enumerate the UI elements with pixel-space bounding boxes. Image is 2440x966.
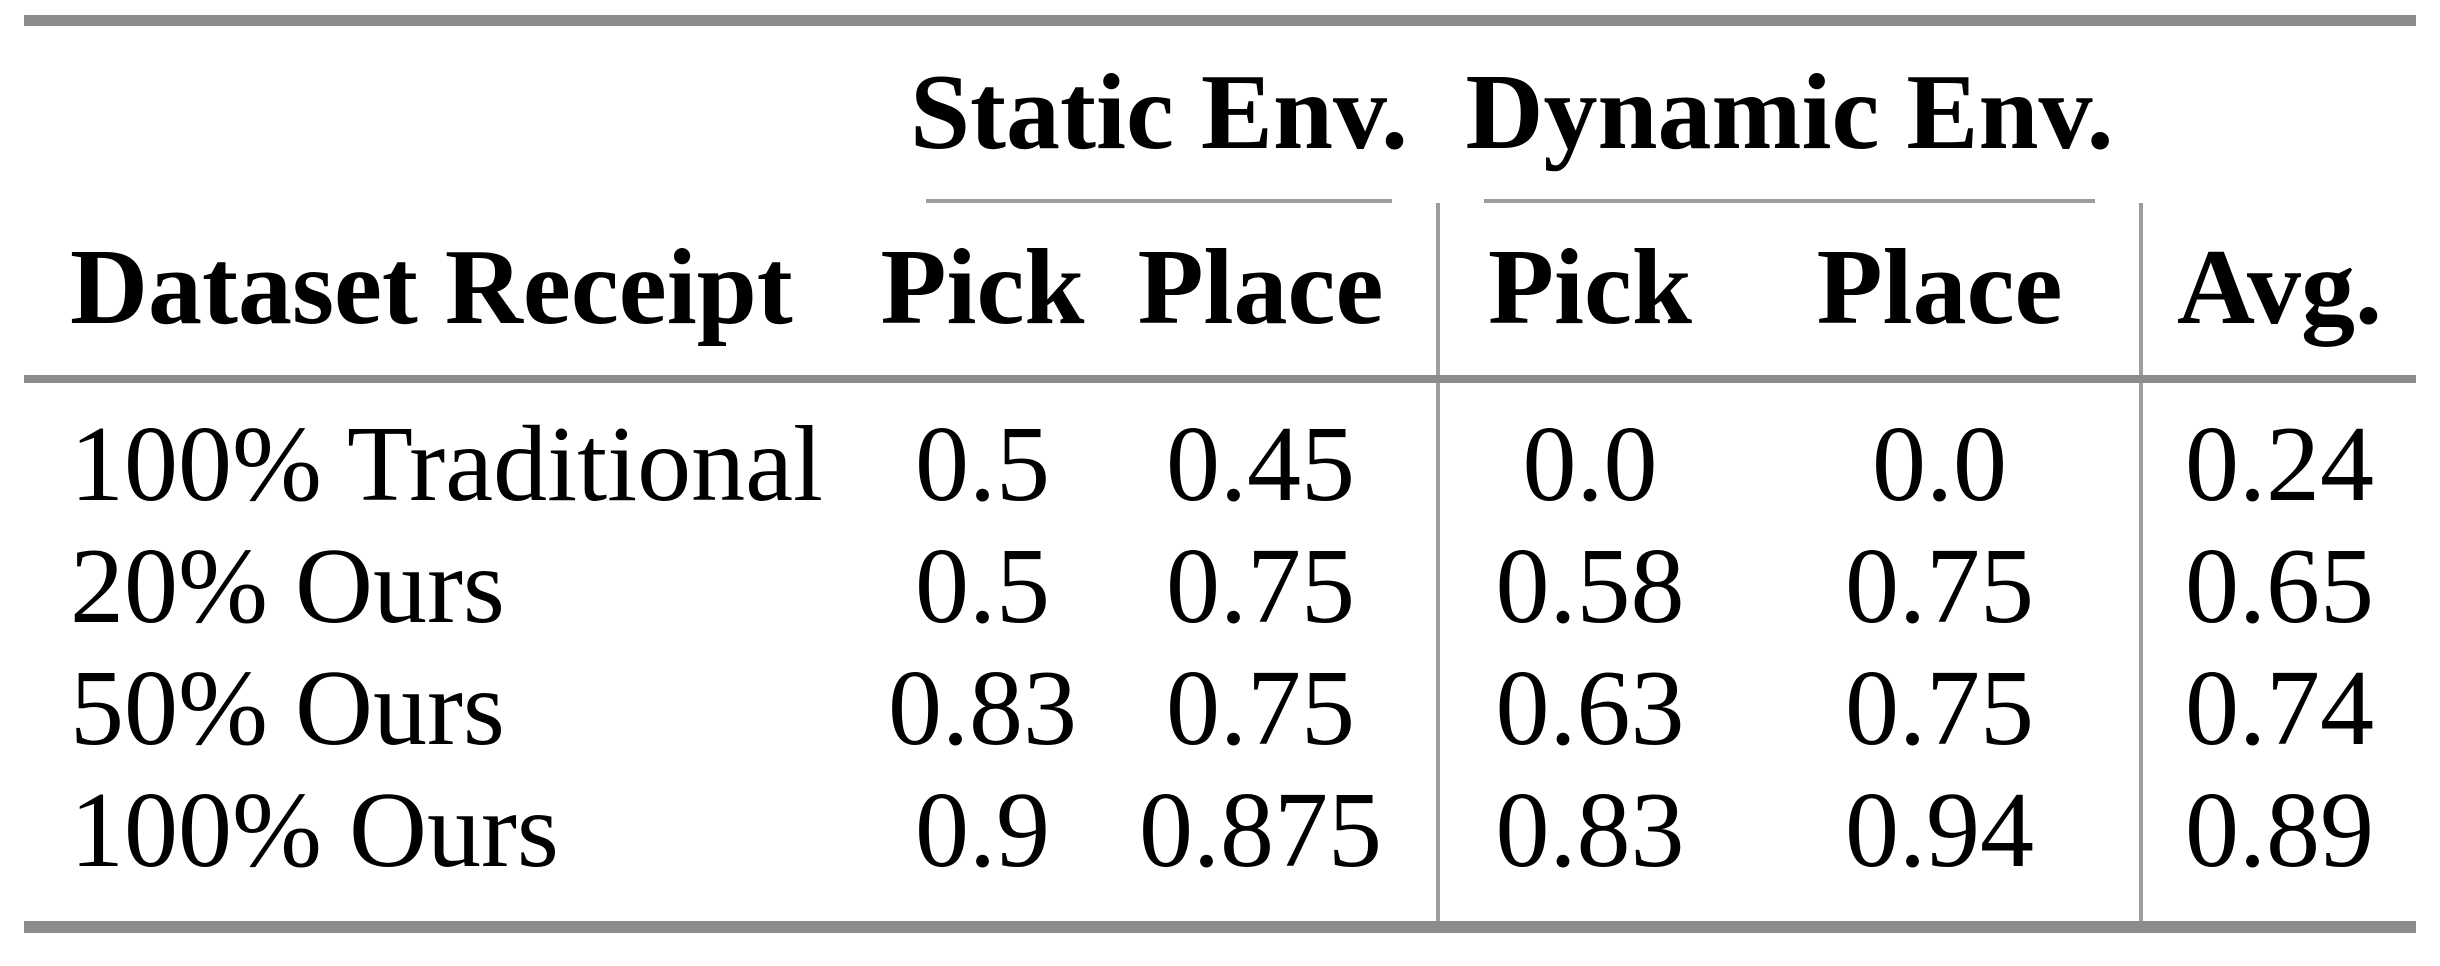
cell-static-pick: 0.9	[915, 770, 1050, 890]
cell-static-place: 0.75	[1166, 648, 1355, 768]
group-header-dynamic: Dynamic Env.	[1438, 21, 2141, 204]
column-header-avg: Avg.	[2139, 203, 2417, 383]
cell-avg: 0.74	[2139, 647, 2417, 770]
cell-dynamic-place: 0.75	[1845, 526, 2035, 646]
cell-static-pick: 0.83	[888, 648, 1077, 768]
static-cmidrule	[926, 199, 1393, 204]
cell-avg: 0.89	[2139, 769, 2417, 927]
row-label: 50% Ours	[70, 648, 505, 768]
table-row: 100% Ours 0.9 0.875 0.83 0.94 0.89	[24, 769, 2417, 927]
column-header-static-place: Place	[1085, 203, 1439, 383]
cell-dynamic-pick: 0.58	[1436, 525, 1741, 648]
group-header-empty	[24, 21, 880, 204]
cell-static-place: 0.45	[1166, 404, 1355, 524]
table-row: 20% Ours 0.5 0.75 0.58 0.75 0.65	[24, 525, 2417, 648]
table-row: 50% Ours 0.83 0.75 0.63 0.75 0.74	[24, 647, 2417, 770]
cell-dynamic-place: 0.75	[1845, 648, 2035, 768]
cell-dynamic-pick: 0.0	[1436, 378, 1741, 526]
dynamic-cmidrule	[1484, 199, 2096, 204]
column-header-static-pick: Pick	[880, 203, 1085, 383]
column-header-dynamic-pick: Pick	[1436, 203, 1741, 383]
cell-static-place: 0.875	[1139, 770, 1382, 890]
cell-static-pick: 0.5	[915, 526, 1050, 646]
row-label: 100% Traditional	[70, 404, 824, 524]
table-row: 100% Traditional 0.5 0.45 0.0 0.0 0.24	[24, 378, 2417, 526]
cell-dynamic-pick: 0.63	[1436, 647, 1741, 770]
row-label: 100% Ours	[70, 770, 559, 890]
cell-avg: 0.65	[2139, 525, 2417, 648]
group-header-row: Static Env. Dynamic Env.	[24, 21, 2416, 204]
cell-dynamic-pick: 0.83	[1436, 769, 1741, 927]
cell-avg: 0.24	[2139, 378, 2417, 526]
results-table: Static Env. Dynamic Env. Dataset Receipt…	[24, 15, 2417, 933]
column-header-row: Dataset Receipt Pick Place Pick Place Av…	[24, 203, 2417, 383]
group-header-dynamic-label: Dynamic Env.	[1465, 53, 2114, 172]
group-header-static-label: Static Env.	[909, 53, 1409, 172]
group-header-static: Static Env.	[880, 21, 1438, 204]
cell-dynamic-place: 0.94	[1845, 770, 2035, 890]
cell-dynamic-place: 0.0	[1872, 404, 2008, 524]
column-header-dynamic-place: Place	[1740, 203, 2142, 383]
cell-static-pick: 0.5	[915, 404, 1050, 524]
row-label: 20% Ours	[70, 526, 505, 646]
column-header-dataset: Dataset Receipt	[24, 203, 880, 383]
cell-static-place: 0.75	[1166, 526, 1355, 646]
group-header-empty-avg	[2141, 21, 2416, 204]
